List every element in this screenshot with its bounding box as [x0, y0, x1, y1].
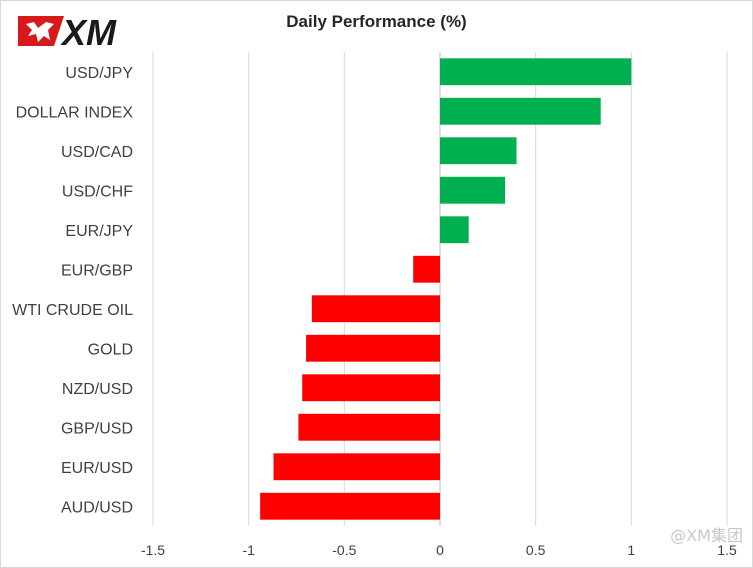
xm-logo-mark: XM [18, 12, 117, 53]
logo-emblem [26, 22, 54, 42]
bars [260, 58, 632, 520]
x-tick-label: -1 [242, 542, 255, 558]
bar-gbp-usd [298, 413, 440, 441]
logo-text: XM [60, 12, 117, 50]
bar-usd-chf [440, 176, 506, 204]
x-tick-label: -0.5 [332, 542, 356, 558]
category-label: EUR/USD [61, 460, 133, 477]
category-label: NZD/USD [62, 381, 133, 398]
category-label: EUR/GBP [61, 262, 133, 279]
gridlines [152, 52, 728, 526]
bar-usd-cad [440, 137, 517, 165]
bar-nzd-usd [302, 374, 440, 402]
bar-dollar-index [440, 97, 601, 125]
watermark: @XM集团 [670, 526, 743, 545]
bar-eur-jpy [440, 216, 469, 244]
x-tick-label: 1 [627, 542, 635, 558]
bar-eur-gbp [413, 255, 440, 283]
bar-usd-jpy [440, 58, 632, 86]
category-label: USD/CHF [62, 183, 133, 200]
category-label: DOLLAR INDEX [16, 104, 134, 121]
category-label: USD/JPY [65, 65, 133, 82]
category-label: EUR/JPY [65, 223, 133, 240]
category-label: GBP/USD [61, 420, 133, 437]
category-labels: USD/JPY DOLLAR INDEX USD/CAD USD/CHF EUR/JPY… [12, 65, 133, 517]
bar-wti-crude-oil [311, 295, 440, 323]
x-tick-labels: -1.5 -1 -0.5 0 0.5 1 1.5 [141, 542, 737, 558]
bar-eur-usd [273, 453, 440, 481]
xm-logo: XM [16, 12, 156, 53]
bar-aud-usd [260, 492, 440, 520]
category-label: AUD/USD [61, 499, 133, 516]
x-tick-label: 0.5 [526, 542, 546, 558]
chart-title: Daily Performance (%) [286, 12, 467, 31]
x-tick-label: 1.5 [717, 542, 737, 558]
category-label: GOLD [88, 341, 133, 358]
x-tick-label: 0 [436, 542, 444, 558]
bar-gold [306, 334, 440, 362]
category-label: USD/CAD [61, 144, 133, 161]
x-tick-label: -1.5 [141, 542, 165, 558]
category-label: WTI CRUDE OIL [12, 302, 133, 319]
